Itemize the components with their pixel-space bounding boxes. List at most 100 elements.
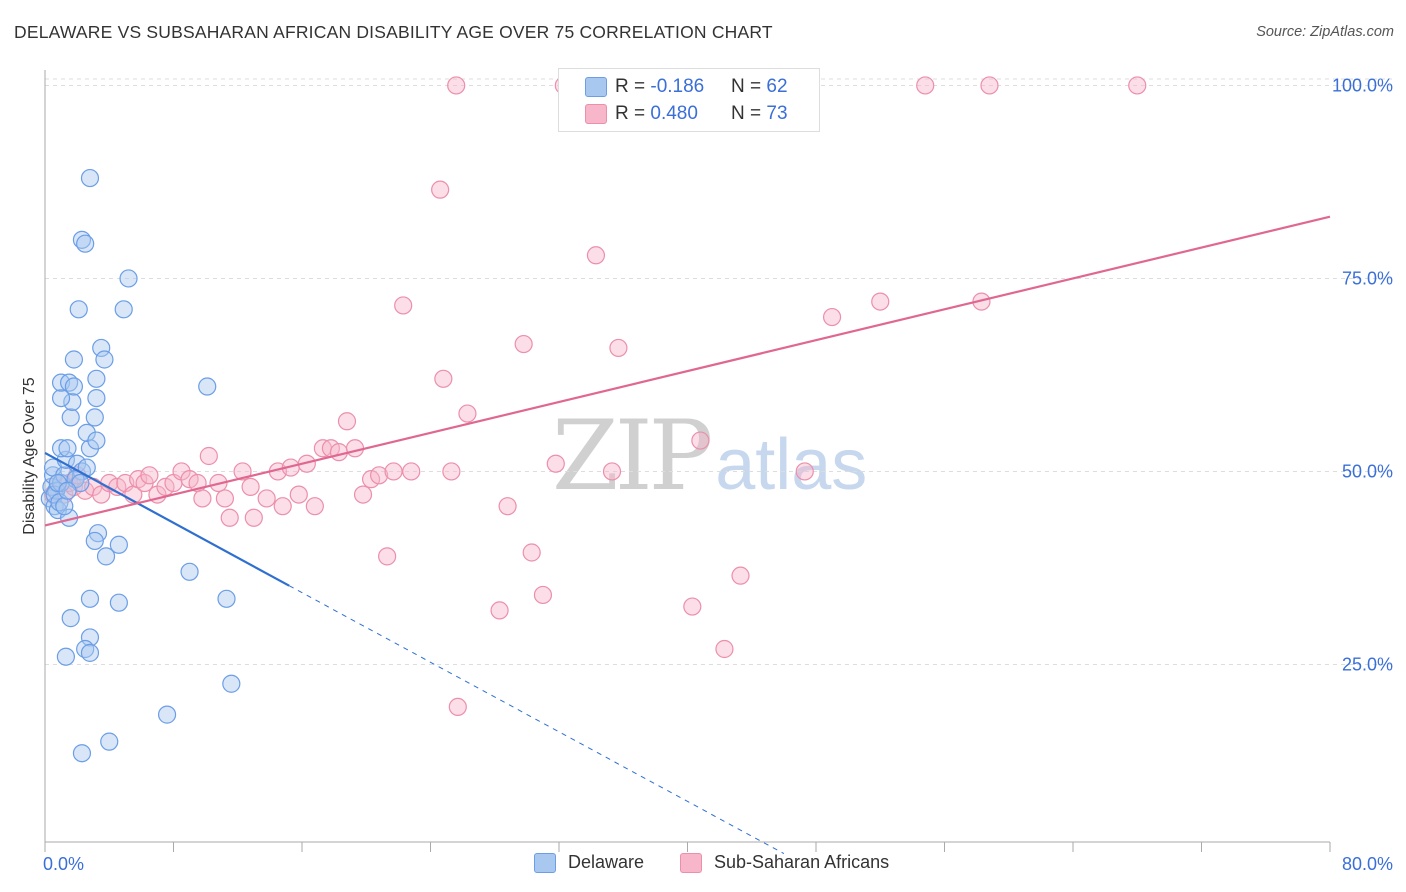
legend-item-delaware[interactable]: Delaware — [534, 852, 644, 873]
delaware-point — [56, 647, 75, 666]
source-label: Source: ZipAtlas.com — [1256, 24, 1394, 40]
delaware-point — [100, 732, 119, 751]
delaware-point — [217, 589, 236, 608]
subsaharan-point — [215, 489, 234, 508]
delaware-point — [58, 439, 77, 458]
subsaharan-point — [289, 485, 308, 504]
subsaharan-point — [586, 246, 606, 265]
delaware-point — [92, 338, 111, 358]
delaware-point — [157, 705, 177, 724]
subsaharan-point — [305, 497, 324, 516]
subsaharan-point — [458, 404, 477, 423]
delaware-point — [76, 234, 95, 253]
subsaharan-point — [522, 543, 541, 562]
subsaharan-point — [353, 485, 373, 504]
y-tick-label: 50.0% — [1342, 461, 1393, 481]
subsaharan-point — [257, 489, 276, 508]
r-value: 0.480 — [650, 103, 698, 124]
subsaharan-point — [731, 566, 750, 585]
subsaharan-point — [384, 462, 403, 481]
series-legend: Delaware Sub-Saharan Africans — [0, 852, 1406, 876]
delaware-point — [80, 168, 100, 188]
legend-item-subsaharan[interactable]: Sub-Saharan Africans — [680, 852, 889, 873]
subsaharan-point — [916, 76, 935, 95]
subsaharan-point — [337, 412, 357, 431]
subsaharan-swatch — [680, 852, 702, 873]
subsaharan-point — [514, 334, 533, 354]
delaware-point — [114, 300, 133, 319]
delaware-trendline-extension — [288, 585, 785, 855]
subsaharan-point — [715, 639, 734, 659]
subsaharan-point — [244, 508, 263, 527]
delaware-point — [109, 535, 128, 554]
delaware-point — [85, 531, 104, 551]
y-tick-label: 25.0% — [1342, 654, 1393, 674]
subsaharan-point — [795, 462, 814, 481]
subsaharan-point — [378, 547, 397, 566]
delaware-point — [109, 593, 128, 612]
delaware-point — [85, 408, 104, 427]
delaware-point — [80, 628, 100, 647]
subsaharan-point — [533, 585, 553, 605]
delaware-point — [80, 643, 100, 662]
subsaharan-point — [220, 508, 239, 527]
subsaharan-point — [345, 439, 365, 458]
delaware-trendline — [44, 451, 290, 587]
r-value: -0.186 — [650, 76, 705, 97]
legend-label-delaware: Delaware — [568, 852, 645, 872]
subsaharan-swatch — [585, 104, 607, 124]
subsaharan-point — [431, 180, 450, 199]
delaware-point — [95, 350, 114, 369]
delaware-point — [61, 408, 80, 427]
n-value: 73 — [766, 103, 788, 124]
delaware-point — [48, 473, 67, 493]
delaware-point — [87, 389, 106, 408]
subsaharan-point — [233, 462, 252, 481]
subsaharan-point — [490, 601, 509, 620]
delaware-swatch — [585, 77, 607, 97]
subsaharan-point — [140, 466, 159, 485]
y-tick-label: 100.0% — [1332, 75, 1393, 95]
r-label: R = — [615, 76, 651, 97]
n-value: 62 — [766, 76, 788, 97]
delaware-point — [64, 377, 84, 396]
delaware-point — [198, 377, 217, 396]
delaware-point — [180, 562, 199, 581]
subsaharan-point — [370, 466, 389, 485]
subsaharan-point — [193, 489, 212, 508]
subsaharan-point — [402, 462, 421, 481]
subsaharan-point — [434, 369, 453, 388]
correlation-legend: R = -0.186 N = 62 R = 0.480 N = 73 — [558, 68, 820, 132]
subsaharan-point — [980, 76, 999, 95]
subsaharan-point — [602, 462, 622, 481]
subsaharan-point — [394, 296, 413, 315]
legend-label-subsaharan: Sub-Saharan Africans — [714, 852, 890, 872]
subsaharan-point — [546, 454, 565, 473]
n-label: N = — [731, 76, 767, 97]
x-tick-label: 80.0% — [1342, 854, 1393, 874]
delaware-point — [64, 350, 84, 369]
subsaharan-point — [199, 446, 218, 466]
subsaharan-point — [447, 76, 466, 95]
subsaharan-trendline — [44, 215, 1331, 527]
delaware-point — [51, 439, 71, 458]
delaware-point — [87, 431, 106, 450]
x-tick-label: 0.0% — [43, 854, 84, 874]
n-label: N = — [731, 103, 767, 124]
subsaharan-point — [822, 307, 842, 327]
delaware-point — [222, 674, 241, 693]
delaware-point — [77, 423, 96, 442]
r-label: R = — [615, 103, 651, 124]
chart-title: DELAWARE VS SUBSAHARAN AFRICAN DISABILIT… — [14, 22, 773, 42]
y-tick-label: 75.0% — [1342, 268, 1393, 288]
subsaharan-point — [683, 597, 702, 616]
subsaharan-point — [1128, 76, 1147, 95]
subsaharan-point — [498, 497, 517, 516]
subsaharan-point — [442, 462, 461, 481]
delaware-point — [58, 481, 77, 500]
subsaharan-point — [691, 431, 710, 450]
delaware-point — [51, 389, 71, 408]
delaware-point — [80, 589, 100, 608]
delaware-swatch — [534, 852, 556, 873]
delaware-point — [96, 547, 116, 566]
